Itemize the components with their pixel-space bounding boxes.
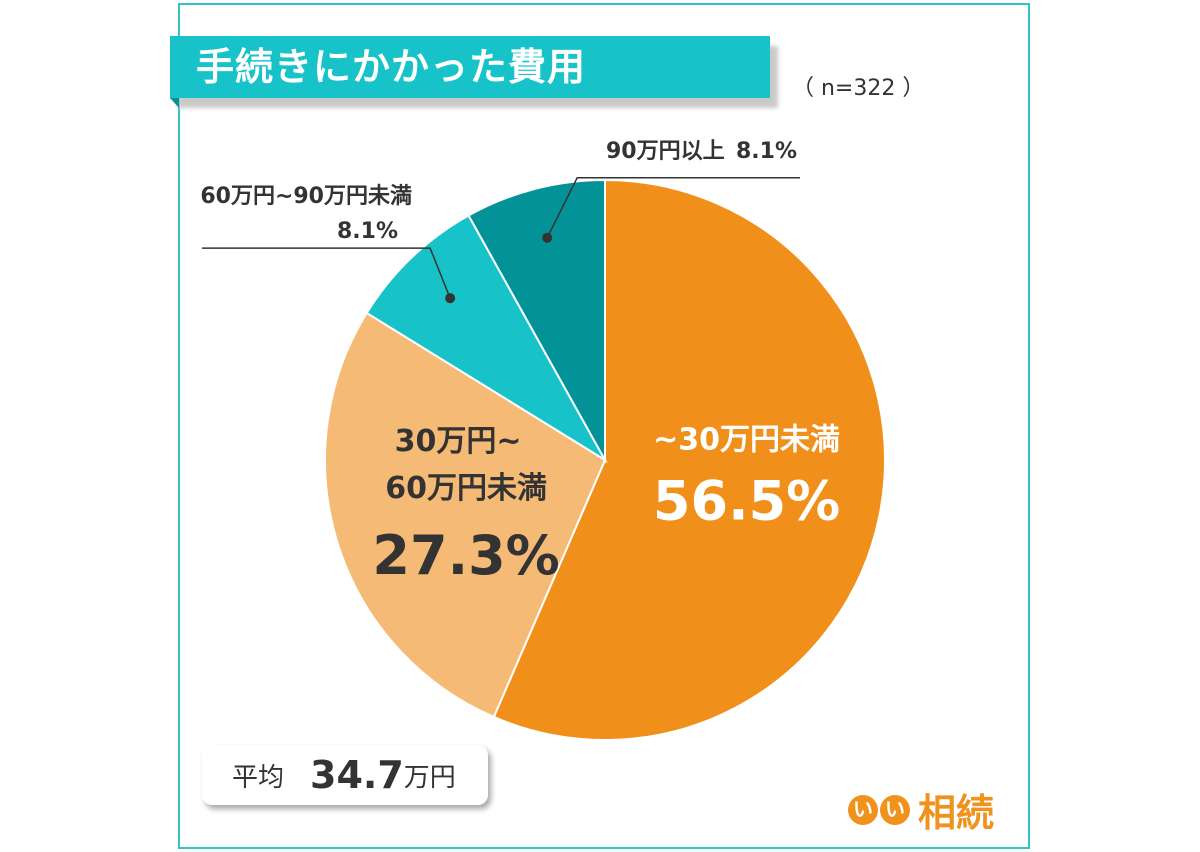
- average-box: 平均 34.7 万円: [202, 745, 488, 805]
- average-label: 平均: [232, 762, 285, 793]
- slice-label-2: 60万円~90万円未満: [200, 183, 412, 209]
- slice-value-0: 56.5%: [653, 469, 840, 532]
- leader-line-2: [202, 247, 451, 299]
- slice-value-2: 8.1%: [337, 219, 398, 244]
- logo-circle-2: い: [880, 794, 910, 825]
- logo: い い 相続: [848, 782, 994, 837]
- title-banner: 手続きにかかった費用: [170, 36, 780, 108]
- leader-line-3: [546, 177, 800, 239]
- sample-size: （ n=322 ）: [792, 76, 925, 101]
- logo-text: 相続: [918, 791, 995, 835]
- pie-slice-1: [324, 311, 607, 719]
- slice-label-0: ~30万円未満: [653, 422, 840, 457]
- pie-slice-3: [467, 178, 606, 464]
- slice-value-1: 27.3%: [372, 524, 559, 587]
- chart-title: 手続きにかかった費用: [170, 36, 770, 98]
- slice-label-3: 90万円以上: [606, 139, 725, 164]
- slice-label-1-line2: 60万円未満: [385, 471, 547, 506]
- slice-label-1-line1: 30万円~: [395, 424, 522, 459]
- chart-frame: [178, 3, 1030, 849]
- average-unit: 万円: [403, 762, 456, 793]
- average-value: 34.7: [310, 753, 404, 797]
- slice-value-3: 8.1%: [736, 139, 797, 164]
- pie-slice-2: [365, 214, 608, 463]
- title-fold: [170, 98, 179, 108]
- logo-circle-1: い: [848, 794, 878, 825]
- pie-slice-0: [492, 178, 886, 741]
